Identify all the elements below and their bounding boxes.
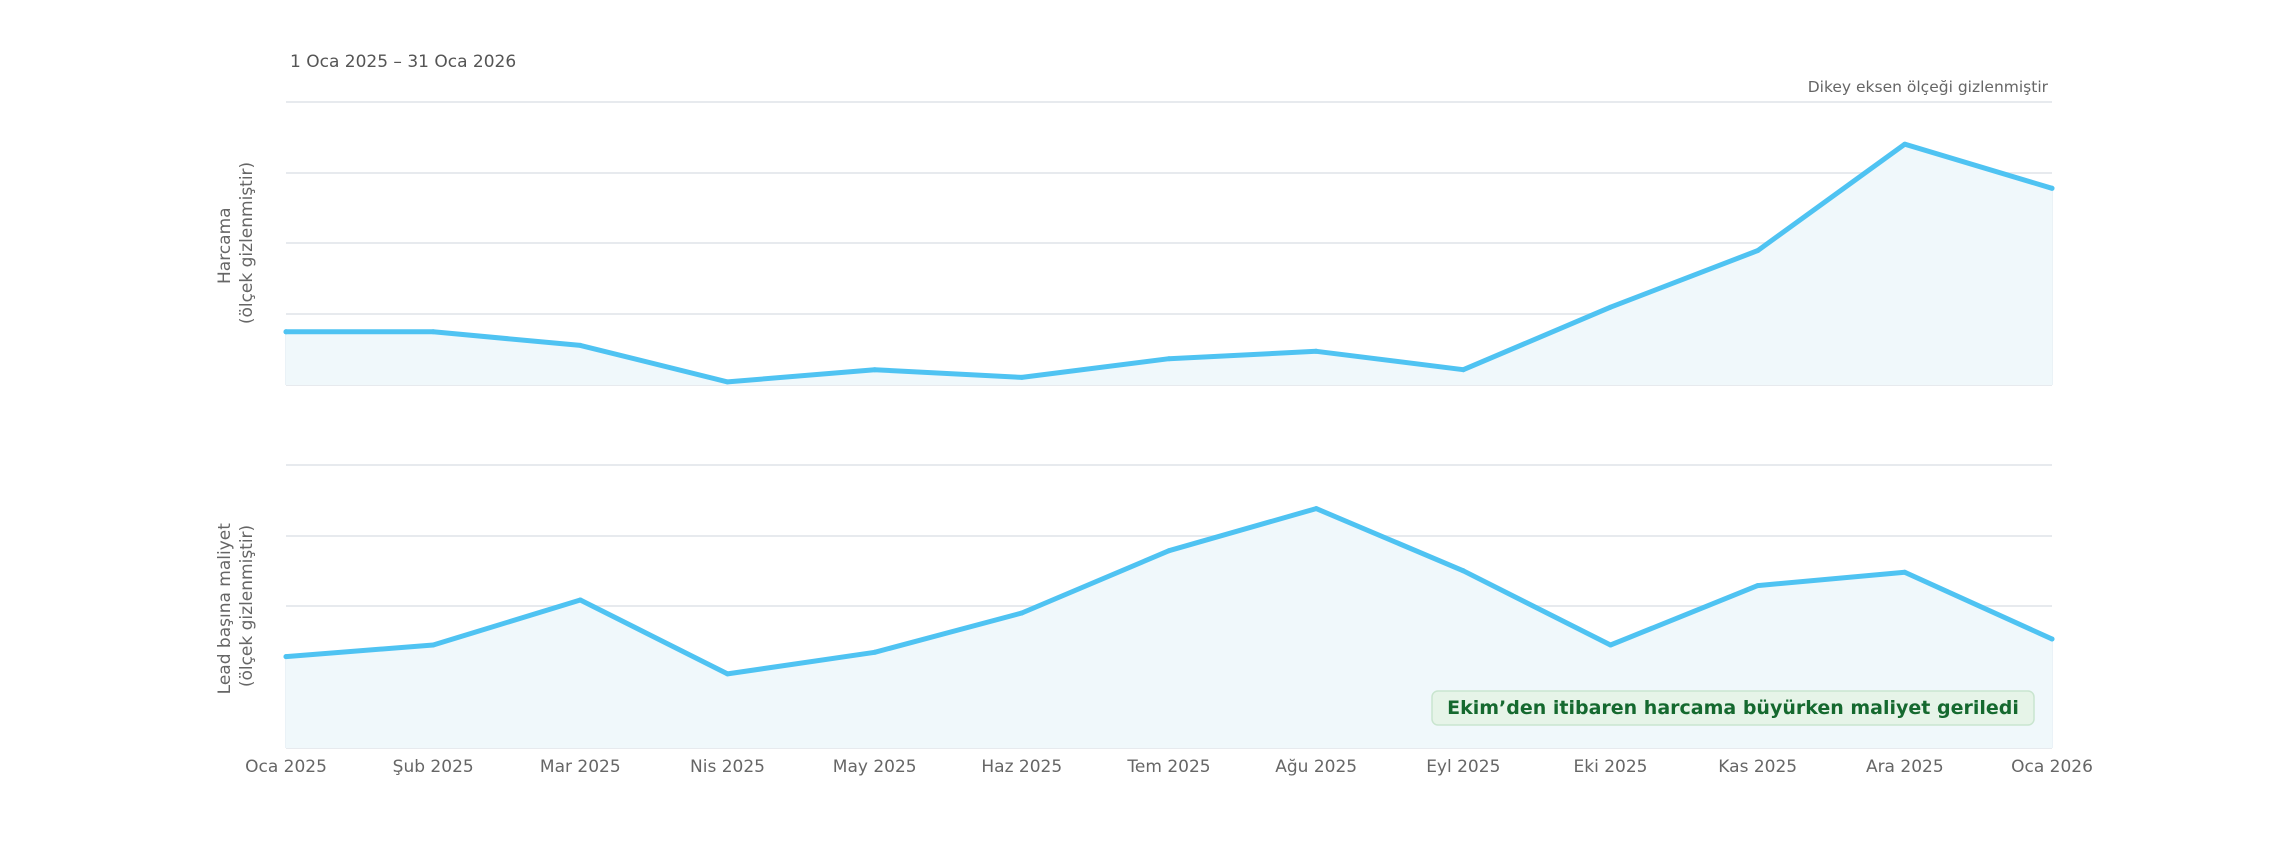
spend-ylabel-line-2: (ölçek gizlenmiştir) [237, 162, 257, 324]
x-axis-tick-labels: Oca 2025 Şub 2025 Mar 2025 Nis 2025 May 2025… [245, 757, 2093, 777]
x-tick-label-4: May 2025 [833, 757, 917, 777]
svg-text:Lead başına maliyet (ö: Lead başına maliyet (ölçek gizlenmiştir) [215, 518, 257, 695]
x-tick-label-9: Eki 2025 [1574, 757, 1648, 777]
annotation-box [1431, 690, 2035, 726]
spend-point-6 [1166, 356, 1172, 362]
spend-point-1 [430, 329, 436, 335]
cpl-points [283, 506, 2055, 677]
cpl-point-3 [725, 671, 730, 677]
x-tick-label-12: Oca 2026 [2011, 757, 2093, 777]
cpl-point-6 [1166, 548, 1172, 554]
cpl-point-9 [1608, 642, 1613, 648]
cpl-point-1 [430, 642, 436, 648]
cpl-point-7 [1313, 506, 1319, 512]
cpl-point-2 [577, 597, 583, 603]
annotation-text: Ekim’den itibaren harcama büyürken maliy… [1447, 697, 2019, 719]
cpl-area [286, 508, 2052, 748]
x-tick-label-6: Tem 2025 [1126, 757, 1210, 777]
x-tick-label-5: Haz 2025 [981, 757, 1062, 777]
spend-point-0 [283, 329, 289, 335]
x-tick-label-0: Oca 2025 [245, 757, 327, 777]
spend-point-2 [577, 342, 583, 348]
x-tick-label-1: Şub 2025 [393, 757, 474, 777]
date-range-label: 1 Oca 2025 – 31 Oca 2026 [290, 52, 516, 72]
spend-point-11 [1902, 141, 1908, 147]
cpl-ylabel-line-2: (ölçek gizlenmiştir) [237, 525, 257, 687]
x-tick-label-2: Mar 2025 [540, 757, 621, 777]
cpl-point-5 [1019, 610, 1025, 616]
x-tick-label-8: Eyl 2025 [1426, 757, 1500, 777]
x-tick-label-10: Kas 2025 [1718, 757, 1797, 777]
x-tick-label-11: Ara 2025 [1866, 757, 1944, 777]
spend-point-8 [1460, 367, 1466, 373]
spend-point-3 [725, 379, 730, 385]
insight-annotation: Ekim’den itibaren harcama büyürken maliy… [1431, 690, 2035, 726]
spend-area [286, 144, 2052, 385]
cpl-point-8 [1460, 568, 1466, 574]
cpl-ylabel-line-1: Lead başına maliyet [215, 523, 235, 695]
cpl-point-12 [2049, 636, 2055, 642]
spend-ylabel-line-1: Harcama [215, 207, 235, 284]
spend-panel: Harcama (ölçek gizlenmiştir) [215, 101, 2055, 386]
cpl-point-10 [1755, 583, 1761, 589]
x-tick-label-3: Nis 2025 [690, 757, 765, 777]
cpl-point-11 [1902, 569, 1908, 575]
spend-point-10 [1755, 248, 1761, 254]
spend-point-5 [1019, 374, 1025, 380]
spend-point-9 [1608, 304, 1613, 310]
cpl-point-0 [283, 654, 289, 660]
scale-hidden-note: Dikey eksen ölçeği gizlenmiştir [1808, 78, 2049, 96]
spend-point-7 [1313, 348, 1319, 354]
spend-points [283, 141, 2055, 385]
spend-point-4 [872, 367, 878, 373]
cpl-point-4 [872, 649, 878, 655]
x-tick-label-7: Ağu 2025 [1275, 757, 1357, 777]
cost-per-lead-panel: Lead başına maliyet (ölçek gizlenmiştir) [215, 464, 2055, 749]
svg-text:Harcama (ölçek gizlenm: Harcama (ölçek gizlenmiştir) [215, 162, 257, 324]
spend-point-12 [2049, 185, 2055, 191]
